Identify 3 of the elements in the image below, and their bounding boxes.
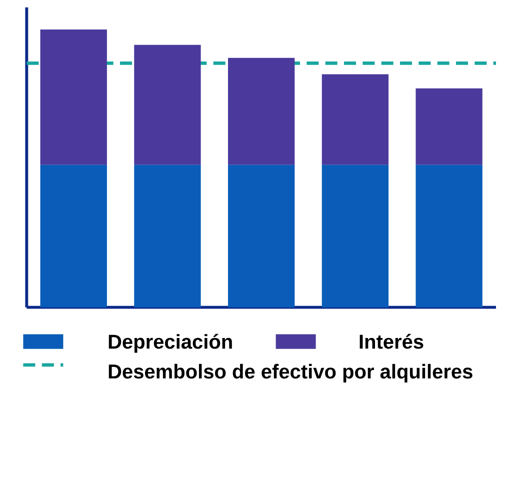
legend-label: Desembolso de efectivo por alquileres bbox=[108, 364, 472, 383]
legend-label: Interés bbox=[360, 334, 424, 349]
legend-label: Depreciación bbox=[108, 334, 232, 353]
